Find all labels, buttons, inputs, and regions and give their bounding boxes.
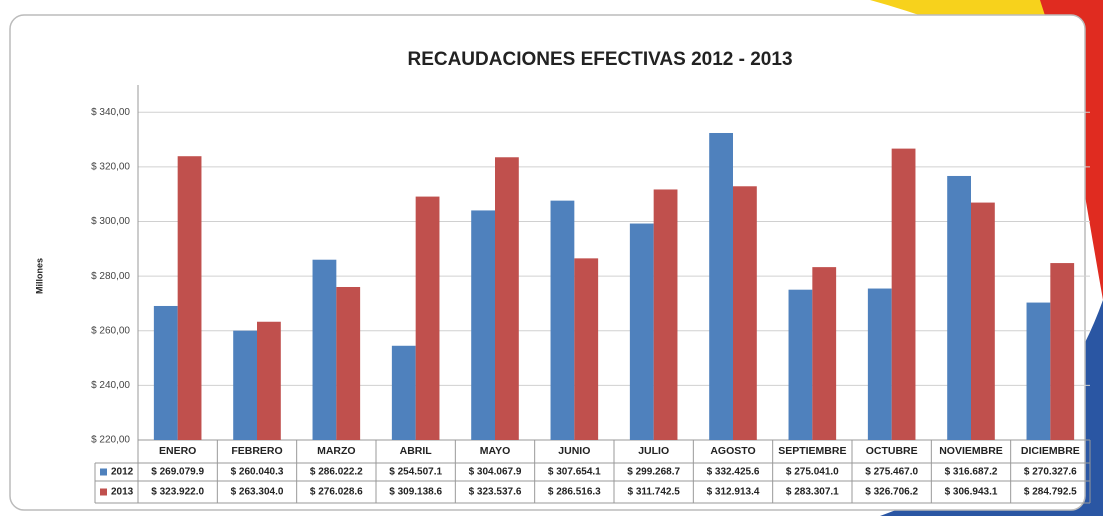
x-tick-label: FEBRERO [231,445,282,457]
x-tick-label: DICIEMBRE [1021,445,1080,457]
value-label: $ 275.041.0 [786,467,839,478]
y-tick-label: $ 240,00 [91,380,130,391]
legend-label: 2012 [111,467,134,478]
value-label: $ 332.425.6 [707,467,760,478]
x-tick-label: JUNIO [558,445,590,457]
bar [233,330,257,440]
value-label: $ 283.307.1 [786,487,839,498]
bar [788,289,813,440]
value-label: $ 270.327.6 [1024,467,1077,478]
value-label: $ 263.304.0 [231,487,284,498]
value-label: $ 323.537.6 [469,487,522,498]
value-label: $ 275.467.0 [865,467,918,478]
bar [947,175,971,440]
value-label: $ 269.079.9 [151,467,204,478]
x-tick-label: ENERO [159,445,196,457]
chart-title: RECAUDACIONES EFECTIVAS 2012 - 2013 [407,49,792,70]
bar [391,345,416,440]
bar [629,223,654,440]
value-label: $ 307.654.1 [548,467,601,478]
x-tick-label: NOVIEMBRE [939,445,1003,457]
bar [257,321,281,440]
bar [971,202,995,440]
bar [1050,263,1075,440]
bar [733,186,757,440]
value-label: $ 304.067.9 [469,467,522,478]
value-label: $ 260.040.3 [231,467,284,478]
value-label: $ 326.706.2 [865,487,918,498]
bar [495,157,519,441]
y-tick-label: $ 320,00 [91,162,130,173]
bar [471,210,495,440]
bar [415,196,440,440]
bar [574,258,599,440]
y-tick-label: $ 220,00 [91,435,130,446]
legend-swatch [100,468,107,476]
x-tick-label: OCTUBRE [866,445,918,457]
bar [153,305,178,440]
y-tick-label: $ 340,00 [91,107,130,118]
y-tick-label: $ 280,00 [91,271,130,282]
value-label: $ 286.022.2 [310,467,363,478]
value-label: $ 312.913.4 [707,487,760,498]
value-label: $ 311.742.5 [628,487,681,498]
value-label: $ 306.943.1 [945,487,998,498]
bar [867,288,892,440]
bar [709,132,733,440]
x-tick-label: AGOSTO [710,445,755,457]
value-label: $ 316.687.2 [945,467,998,478]
bar [336,286,361,440]
legend-swatch [100,488,107,496]
value-label: $ 323.922.0 [151,487,204,498]
bar [891,148,916,440]
decor-red [1040,0,1103,300]
x-tick-label: MAYO [480,445,511,457]
value-label: $ 309.138.6 [389,487,442,498]
bar [177,156,202,440]
y-tick-label: $ 300,00 [91,216,130,227]
value-label: $ 284.792.5 [1024,487,1077,498]
bar [653,189,678,440]
bar [550,200,575,440]
y-tick-label: $ 260,00 [91,325,130,336]
value-label: $ 276.028.6 [310,487,363,498]
x-tick-label: JULIO [638,445,669,457]
bar [812,267,837,440]
bar [312,259,337,440]
x-tick-label: MARZO [317,445,356,457]
y-axis-title: Millones [34,258,44,294]
value-label: $ 254.507.1 [389,467,442,478]
legend-label: 2013 [111,487,134,498]
value-label: $ 286.516.3 [548,487,601,498]
bar [1026,302,1051,440]
value-label: $ 299.268.7 [627,467,680,478]
x-tick-label: ABRIL [400,445,433,457]
x-tick-label: SEPTIEMBRE [778,445,846,457]
plot: $ 220,00 $ 240,00 $ 260,00 $ 280,00 $ 300,00… [91,85,1091,504]
